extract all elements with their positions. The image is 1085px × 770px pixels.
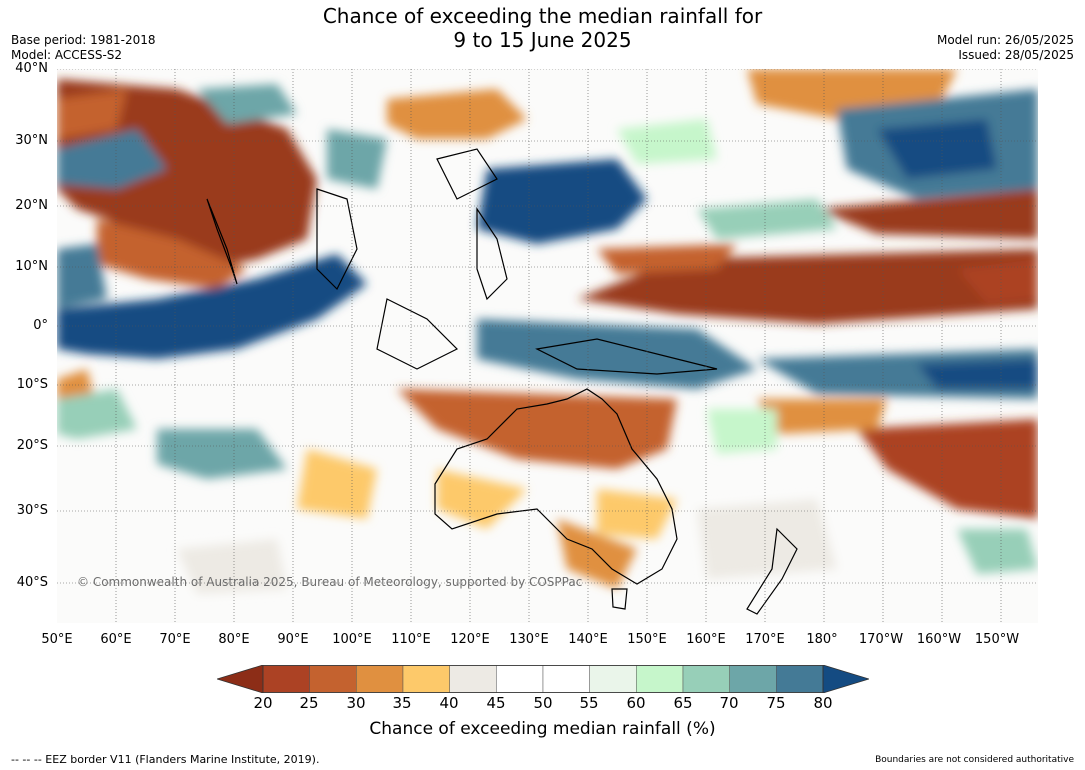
model-name: Model: ACCESS-S2: [11, 48, 123, 62]
coastlines: [206, 148, 798, 615]
colorbar-tick: 55: [579, 694, 599, 712]
lon-label-160w: 160°W: [916, 632, 962, 647]
rainfall-map: [57, 69, 1038, 623]
issued-date: Issued: 28/05/2025: [958, 48, 1074, 62]
colorbar-segment: [729, 665, 777, 693]
colorbar-segment: [542, 665, 590, 693]
colorbar-segment: [402, 665, 450, 693]
copyright-notice: © Commonwealth of Australia 2025, Bureau…: [77, 575, 583, 589]
lon-label-70e: 70°E: [159, 632, 191, 647]
lon-label-160e: 160°E: [686, 632, 726, 647]
lon-label-100e: 100°E: [332, 632, 372, 647]
lon-label-90e: 90°E: [277, 632, 309, 647]
colorbar-segment: [449, 665, 497, 693]
rainfall-field: [57, 69, 1038, 594]
lon-label-150e: 150°E: [627, 632, 667, 647]
lat-label-10n: 10°N: [15, 259, 48, 274]
map-title: Chance of exceeding the median rainfall …: [0, 4, 1085, 52]
title-line-2: 9 to 15 June 2025: [453, 28, 632, 52]
lat-label-20n: 20°N: [15, 198, 48, 213]
colorbar-tick: 35: [392, 694, 412, 712]
lat-label-40n: 40°N: [15, 61, 48, 76]
colorbar-tick: 50: [533, 694, 553, 712]
meta-left: Base period: 1981-2018 Model: ACCESS-S2: [11, 33, 156, 63]
lon-label-120e: 120°E: [450, 632, 490, 647]
lat-label-20s: 20°S: [16, 438, 48, 453]
model-run: Model run: 26/05/2025: [936, 33, 1074, 47]
colorbar-segment: [309, 665, 357, 693]
colorbar: [217, 665, 869, 693]
colorbar-tick: 45: [486, 694, 506, 712]
colorbar-segment: [636, 665, 684, 693]
colorbar-tick: 40: [439, 694, 459, 712]
lon-label-60e: 60°E: [100, 632, 132, 647]
lon-label-170w: 170°W: [858, 632, 904, 647]
colorbar-segment: [356, 665, 404, 693]
colorbar-segment: [682, 665, 730, 693]
lon-label-180: 180°: [806, 632, 838, 647]
eez-border-note: -- -- -- EEZ border V11 (Flanders Marine…: [11, 753, 320, 766]
lon-label-110e: 110°E: [391, 632, 431, 647]
lon-label-140e: 140°E: [568, 632, 608, 647]
lon-label-150w: 150°W: [974, 632, 1020, 647]
colorbar-extend-low: [217, 665, 264, 693]
colorbar-segment: [262, 665, 310, 693]
map-canvas: [57, 69, 1038, 623]
title-line-1: Chance of exceeding the median rainfall …: [322, 4, 763, 28]
lat-label-equator: 0°: [33, 318, 48, 333]
lon-label-170e: 170°E: [745, 632, 785, 647]
colorbar-tick: 65: [673, 694, 693, 712]
colorbar-tick: 80: [813, 694, 833, 712]
colorbar-segment: [776, 665, 824, 693]
lon-label-80e: 80°E: [218, 632, 250, 647]
colorbar-tick: 75: [766, 694, 786, 712]
lat-label-30s: 30°S: [16, 503, 48, 518]
colorbar-tick: 30: [346, 694, 366, 712]
colorbar-tick: 20: [253, 694, 273, 712]
colorbar-segment: [589, 665, 637, 693]
lat-label-10s: 10°S: [16, 377, 48, 392]
colorbar-tick: 60: [626, 694, 646, 712]
base-period: Base period: 1981-2018: [11, 33, 156, 47]
meta-right: Model run: 26/05/2025 Issued: 28/05/2025: [937, 33, 1074, 63]
colorbar-tick: 70: [719, 694, 739, 712]
colorbar-label: Chance of exceeding median rainfall (%): [369, 719, 716, 739]
boundaries-note: Boundaries are not considered authoritat…: [875, 755, 1074, 765]
colorbar-tick: 25: [299, 694, 319, 712]
lat-label-30n: 30°N: [15, 133, 48, 148]
lon-label-130e: 130°E: [509, 632, 549, 647]
lat-label-40s: 40°S: [16, 575, 48, 590]
graticule: [57, 69, 1038, 623]
colorbar-segment: [496, 665, 544, 693]
lon-label-50e: 50°E: [41, 632, 73, 647]
colorbar-extend-high: [822, 665, 869, 693]
